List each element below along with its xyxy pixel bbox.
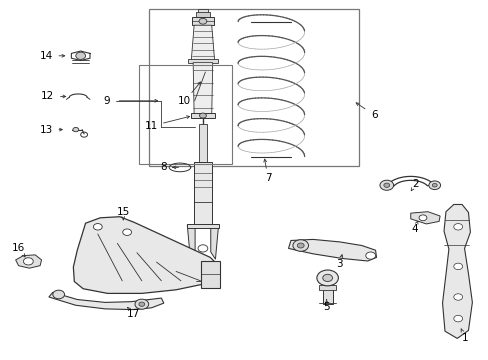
Bar — [187, 224, 218, 228]
Circle shape — [316, 270, 338, 286]
Bar — [201, 261, 220, 288]
Bar — [190, 113, 215, 118]
Circle shape — [453, 224, 462, 230]
Bar — [318, 285, 336, 290]
Text: 13: 13 — [40, 125, 53, 135]
Circle shape — [428, 181, 440, 190]
Bar — [188, 59, 217, 63]
Circle shape — [199, 113, 206, 118]
Bar — [192, 17, 213, 25]
Circle shape — [297, 243, 304, 248]
Text: 11: 11 — [144, 121, 158, 131]
Circle shape — [379, 180, 393, 190]
Polygon shape — [193, 63, 212, 115]
Circle shape — [383, 183, 389, 188]
Text: 14: 14 — [40, 51, 53, 61]
Polygon shape — [410, 212, 439, 224]
Text: 2: 2 — [411, 179, 418, 189]
Bar — [149, 9, 359, 166]
Text: 17: 17 — [126, 309, 140, 319]
Circle shape — [139, 302, 144, 306]
Text: 15: 15 — [116, 207, 130, 217]
Text: 8: 8 — [160, 162, 167, 172]
Text: 1: 1 — [461, 333, 468, 343]
Text: 3: 3 — [336, 258, 343, 269]
Bar — [194, 162, 211, 227]
Text: 6: 6 — [370, 110, 377, 120]
Polygon shape — [210, 225, 218, 259]
Polygon shape — [442, 204, 471, 338]
Circle shape — [53, 290, 64, 299]
Polygon shape — [49, 292, 163, 310]
Circle shape — [199, 18, 206, 24]
Circle shape — [198, 245, 207, 252]
Text: 10: 10 — [178, 96, 191, 106]
Bar — [198, 9, 207, 14]
Circle shape — [122, 229, 131, 235]
Circle shape — [93, 224, 102, 230]
Circle shape — [322, 274, 332, 282]
Polygon shape — [73, 217, 217, 293]
Bar — [322, 284, 332, 304]
Circle shape — [453, 315, 462, 322]
Circle shape — [23, 258, 33, 265]
Text: 5: 5 — [323, 302, 329, 312]
Text: 7: 7 — [264, 173, 271, 183]
Polygon shape — [16, 255, 41, 268]
Polygon shape — [191, 25, 214, 61]
Text: 9: 9 — [103, 96, 110, 106]
Circle shape — [135, 299, 148, 309]
Bar — [198, 124, 207, 167]
Text: 4: 4 — [410, 224, 417, 234]
Circle shape — [431, 184, 436, 187]
Polygon shape — [288, 239, 376, 261]
Circle shape — [365, 252, 375, 259]
Polygon shape — [187, 225, 195, 259]
Circle shape — [418, 215, 426, 221]
Bar — [196, 12, 209, 17]
Circle shape — [453, 294, 462, 300]
Bar — [139, 65, 232, 164]
Text: 12: 12 — [41, 91, 55, 102]
Circle shape — [453, 263, 462, 270]
Circle shape — [292, 240, 308, 251]
Circle shape — [76, 52, 85, 59]
Text: 16: 16 — [12, 243, 25, 253]
Circle shape — [73, 127, 79, 132]
